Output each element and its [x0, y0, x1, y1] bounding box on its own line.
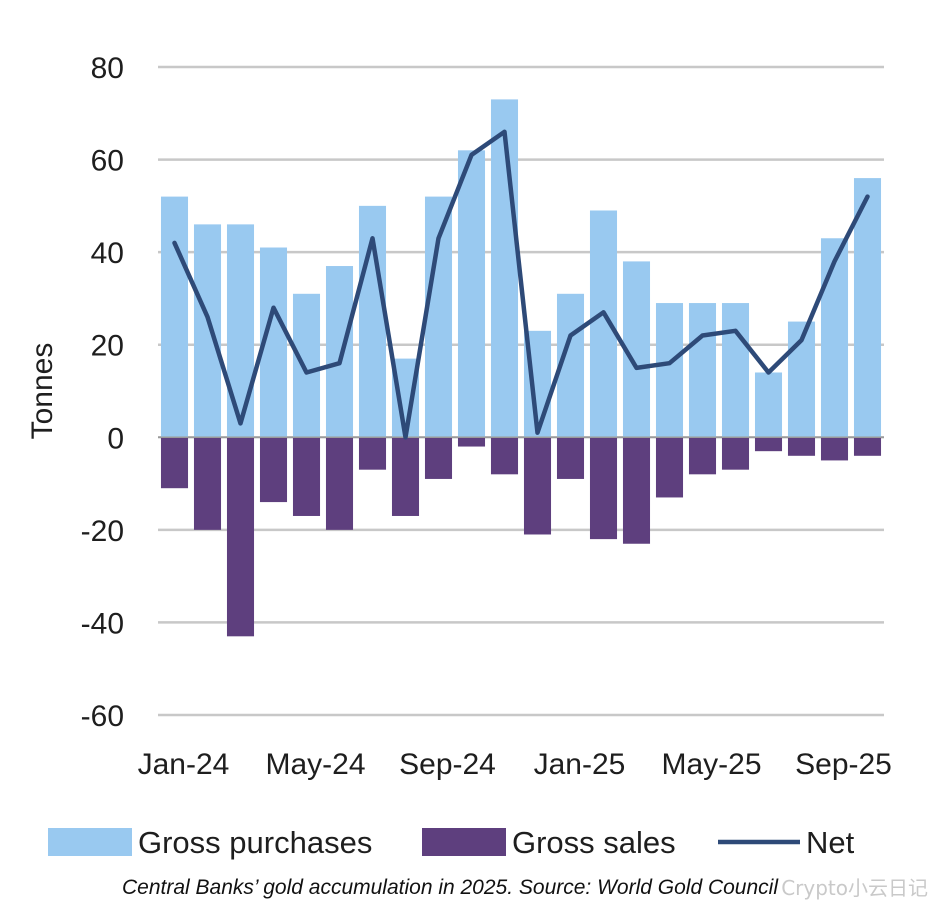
bar-gross-purchases: [193, 224, 222, 438]
y-tick-label: 80: [91, 52, 124, 85]
y-tick-label: 0: [107, 422, 124, 455]
x-tick-label: May-24: [265, 748, 365, 781]
bar-gross-purchases: [820, 238, 849, 438]
bar-gross-purchases: [655, 303, 684, 438]
bar-gross-sales: [358, 437, 387, 470]
bar-gross-sales: [226, 437, 255, 637]
bar-gross-sales: [292, 437, 321, 516]
bar-gross-sales: [655, 437, 684, 498]
x-tick-label: Jan-25: [534, 748, 626, 781]
y-axis-title: Tonnes: [26, 343, 59, 440]
bar-gross-purchases: [721, 303, 750, 438]
y-tick-label: -60: [81, 700, 124, 733]
bar-gross-sales: [325, 437, 354, 530]
x-tick-label: Sep-24: [399, 748, 496, 781]
bar-gross-sales: [556, 437, 585, 479]
legend-label-gross-sales: Gross sales: [512, 825, 676, 860]
x-tick-label: May-25: [661, 748, 761, 781]
bar-gross-sales: [853, 437, 882, 456]
y-tick-label: -40: [81, 607, 124, 640]
bar-gross-sales: [391, 437, 420, 516]
bar-gross-sales: [787, 437, 816, 456]
bar-gross-purchases: [226, 224, 255, 438]
bar-gross-purchases: [292, 293, 321, 438]
y-tick-label: 40: [91, 237, 124, 270]
bar-gross-sales: [490, 437, 519, 475]
bar-gross-sales: [457, 437, 486, 447]
bar-gross-purchases: [688, 303, 717, 438]
bar-gross-purchases: [325, 266, 354, 438]
x-tick-label: Sep-25: [795, 748, 892, 781]
bar-gross-sales: [589, 437, 618, 540]
bar-gross-purchases: [853, 178, 882, 438]
bar-gross-sales: [523, 437, 552, 535]
y-tick-label: -20: [81, 515, 124, 548]
legend-label-gross-purchases: Gross purchases: [138, 825, 372, 860]
bar-gross-sales: [754, 437, 783, 452]
bar-gross-purchases: [457, 150, 486, 438]
chart-caption: Central Banks’ gold accumulation in 2025…: [121, 876, 778, 899]
legend-label-net: Net: [806, 825, 855, 860]
bar-gross-purchases: [754, 372, 783, 438]
watermark: Crypto小云日记: [781, 876, 928, 900]
legend-swatch-gross-sales: [422, 828, 506, 856]
y-tick-label: 60: [91, 145, 124, 178]
bar-gross-sales: [688, 437, 717, 475]
bar-gross-sales: [193, 437, 222, 530]
x-tick-label: Jan-24: [138, 748, 230, 781]
bar-gross-sales: [424, 437, 453, 479]
bar-gross-sales: [259, 437, 288, 503]
bar-gross-sales: [622, 437, 651, 544]
chart: 80 60 40 20 0 -20 -40 -60 Tonnes Jan-24 May-24 Sep-…: [26, 52, 892, 860]
bar-gross-sales: [721, 437, 750, 470]
bar-gross-purchases: [490, 99, 519, 438]
bar-gross-purchases: [160, 196, 189, 438]
bar-gross-sales: [820, 437, 849, 461]
bar-gross-sales: [160, 437, 189, 489]
legend-swatch-gross-purchases: [48, 828, 132, 856]
y-tick-label: 20: [91, 330, 124, 363]
series-line-net: [172, 129, 870, 440]
